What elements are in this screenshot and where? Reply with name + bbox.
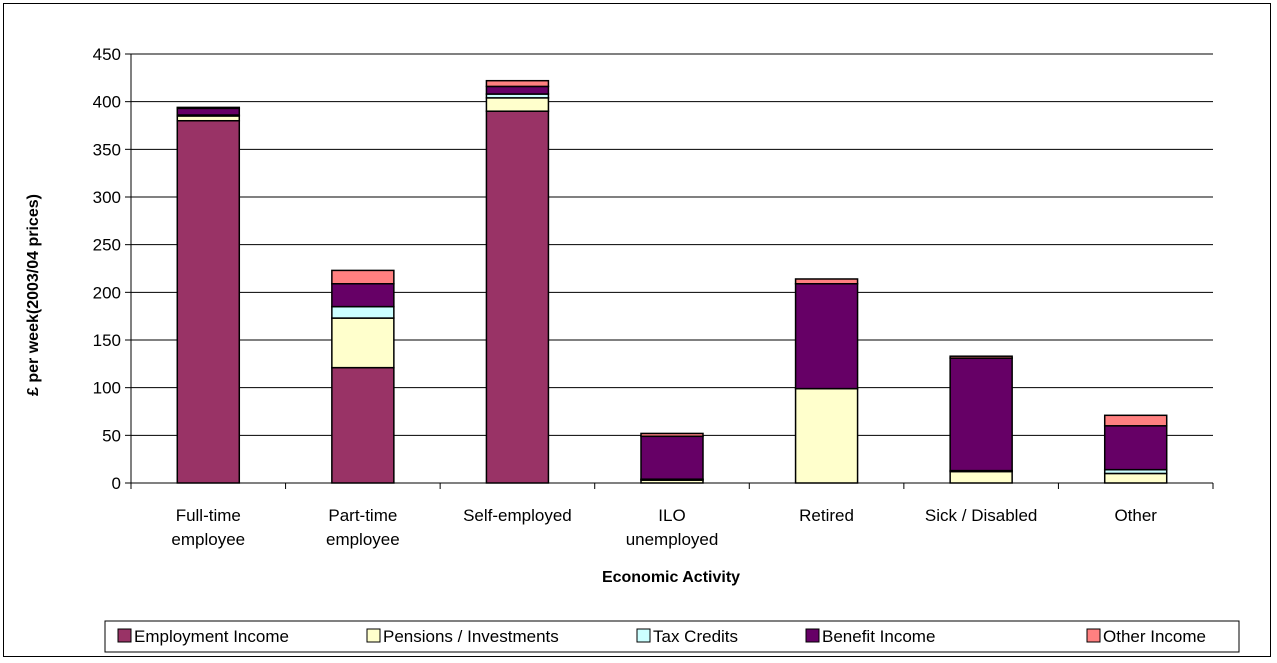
bars	[176, 79, 1168, 484]
legend-swatch	[1086, 628, 1101, 643]
y-axis-title: £ per week(2003/04 prices)	[25, 194, 42, 396]
bar-segment	[331, 317, 395, 369]
y-tick-label: 200	[93, 283, 121, 302]
axes	[125, 53, 1214, 489]
bar-segment	[331, 305, 395, 319]
y-tick-label: 100	[93, 379, 121, 398]
bar-segment	[485, 97, 550, 112]
x-tick-label: employee	[171, 530, 245, 549]
y-tick-label: 350	[93, 140, 121, 159]
x-tick-label: Retired	[799, 506, 854, 525]
bar-segment	[640, 435, 704, 480]
y-tick-label: 300	[93, 188, 121, 207]
legend-entry: Employment Income	[134, 627, 289, 646]
bar-segment	[176, 106, 241, 110]
y-tick-label: 50	[102, 426, 121, 445]
y-tick-label: 0	[112, 474, 121, 493]
legend-swatch	[636, 628, 651, 643]
x-tick-label: Part-time	[328, 506, 397, 525]
bar-segment	[331, 269, 395, 285]
legend-swatch	[366, 628, 381, 643]
legend: Employment Income Pensions / Investments T…	[104, 620, 1240, 653]
bar-segment	[485, 110, 550, 484]
bar-segment	[176, 119, 241, 484]
legend-entry: Tax Credits	[653, 627, 738, 646]
gridlines	[131, 53, 1213, 436]
bar-segment	[794, 278, 859, 285]
bar-segment	[1103, 472, 1168, 484]
x-tick-label: employee	[326, 530, 400, 549]
bar-segment	[949, 470, 1013, 484]
bar-segment	[949, 355, 1013, 359]
y-tick-label: 450	[93, 45, 121, 64]
bar-segment	[485, 85, 550, 95]
legend-swatch	[117, 628, 132, 643]
x-tick-labels: Full-time employee Part-time employee Self-e…	[171, 506, 1157, 549]
bar-segment	[1103, 414, 1168, 427]
legend-swatch	[805, 628, 820, 643]
x-tick-label: ILO	[658, 506, 685, 525]
bar-segment	[640, 432, 704, 438]
y-tick-labels: 0 50 100 150 200 250 300 350 400 450	[93, 45, 121, 493]
x-tick-label: Other	[1114, 506, 1157, 525]
y-tick-label: 250	[93, 236, 121, 255]
legend-entry: Pensions / Investments	[383, 627, 559, 646]
legend-box	[104, 620, 1240, 653]
legend-entry: Benefit Income	[822, 627, 935, 646]
bar-segment	[176, 107, 241, 116]
bar-segment	[331, 366, 395, 484]
bar-segment	[949, 357, 1013, 472]
x-tick-label: Sick / Disabled	[925, 506, 1037, 525]
bar-segment	[1103, 425, 1168, 471]
x-tick-label: unemployed	[626, 530, 719, 549]
bar-segment	[794, 283, 859, 390]
bar-segment	[485, 79, 550, 88]
legend-entry: Other Income	[1103, 627, 1206, 646]
bar-segment	[331, 283, 395, 308]
x-axis-title: Economic Activity	[602, 569, 740, 586]
y-tick-label: 150	[93, 331, 121, 350]
bar-segment	[794, 387, 859, 484]
y-tick-label: 400	[93, 93, 121, 112]
x-tick-label: Full-time	[176, 506, 241, 525]
x-tick-label: Self-employed	[463, 506, 572, 525]
